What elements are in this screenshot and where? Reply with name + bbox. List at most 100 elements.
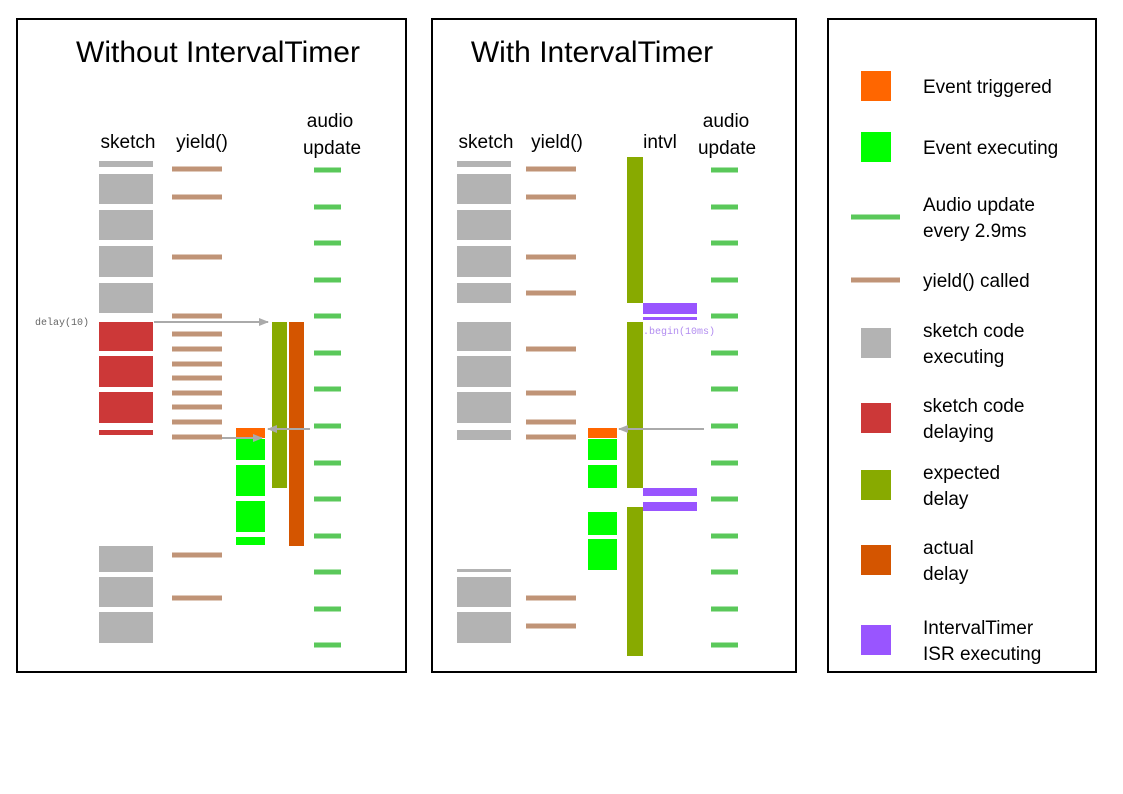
sketch-code-delaying-block (99, 430, 153, 435)
panel-without-intervaltimer: Without IntervalTimer sketch yield() aud… (16, 18, 407, 673)
legend-item-event-executing: Event executing (861, 132, 1058, 162)
audio-update-timeline (711, 167, 738, 648)
legend-label: IntervalTimer (923, 618, 1034, 639)
isr-executing-mark (643, 488, 697, 496)
sketch-code-delaying-block (99, 392, 153, 423)
event-executing-block (588, 539, 617, 570)
event-executing-blocks (588, 439, 617, 570)
event-executing-block (588, 439, 617, 460)
sketch-code-executing-block (99, 210, 153, 240)
sketch-code-executing-block (457, 210, 511, 240)
legend-label: sketch code (923, 396, 1024, 417)
audio-update-timeline (314, 167, 341, 648)
legend-label: every 2.9ms (923, 221, 1026, 242)
audio-column-header-line1: audio (307, 111, 354, 132)
sketch-column-header: sketch (101, 132, 156, 153)
legend-item-sketch-executing: sketch code executing (861, 321, 1024, 368)
legend-label: executing (923, 347, 1004, 368)
legend-label: delaying (923, 422, 994, 443)
sketch-code-executing-block (99, 174, 153, 204)
legend-item-actual-delay: actual delay (861, 538, 974, 585)
sketch-timeline (457, 161, 511, 643)
delay-call-label: delay(10) (35, 317, 89, 329)
intvl-expected-delay-timeline (627, 157, 643, 656)
actual-delay-bar (289, 322, 304, 546)
panel-with-title: With IntervalTimer (471, 36, 713, 69)
expected-delay-bar (627, 322, 643, 488)
legend-swatch (861, 545, 891, 575)
event-executing-block (236, 537, 265, 545)
sketch-column-header: sketch (459, 132, 514, 153)
event-executing-block (236, 501, 265, 532)
isr-executing-mark (643, 502, 697, 511)
legend-item-event-triggered: Event triggered (861, 71, 1052, 101)
panel-with-frame (431, 18, 797, 673)
audio-column-header-line2: update (698, 138, 756, 159)
legend-label: expected (923, 463, 1000, 484)
legend-label: Event executing (923, 138, 1058, 159)
legend-swatch (861, 328, 891, 358)
sketch-code-executing-block (99, 283, 153, 313)
intvl-column-header: intvl (643, 132, 677, 153)
legend-label: yield() called (923, 271, 1030, 292)
legend-label: delay (923, 564, 969, 585)
event-executing-block (588, 465, 617, 488)
sketch-code-executing-block (99, 546, 153, 572)
sketch-code-executing-block (457, 246, 511, 277)
event-executing-block (236, 439, 265, 460)
panel-without-title: Without IntervalTimer (76, 36, 360, 69)
legend-label: actual (923, 538, 974, 559)
event-executing-blocks (236, 439, 265, 545)
sketch-code-executing-block (457, 283, 511, 303)
sketch-code-executing-block (99, 246, 153, 277)
legend-item-expected-delay: expected delay (861, 463, 1000, 510)
sketch-code-executing-block (99, 612, 153, 643)
legend-label: Audio update (923, 195, 1035, 216)
legend-swatch (861, 132, 891, 162)
sketch-code-executing-block (457, 161, 511, 167)
begin-call-label: .begin(10ms) (643, 326, 715, 338)
event-triggered-block (588, 428, 617, 438)
legend-item-audio-update: Audio update every 2.9ms (851, 195, 1035, 242)
legend-item-isr-executing: IntervalTimer ISR executing (861, 618, 1041, 665)
sketch-code-executing-block (457, 569, 511, 572)
panel-without-frame (16, 18, 407, 673)
event-triggered-block (236, 428, 265, 438)
audio-column-header-line1: audio (703, 111, 750, 132)
isr-executing-marks (643, 303, 697, 511)
legend: Event triggered Event executing Audio upda… (827, 18, 1097, 673)
sketch-code-executing-block (457, 174, 511, 204)
legend-label: sketch code (923, 321, 1024, 342)
audio-column-header-line2: update (303, 138, 361, 159)
sketch-code-executing-block (457, 430, 511, 440)
isr-executing-mark (643, 303, 697, 314)
legend-swatch (861, 625, 891, 655)
legend-swatch (861, 470, 891, 500)
legend-label: Event triggered (923, 77, 1052, 98)
legend-swatch (861, 71, 891, 101)
legend-label: ISR executing (923, 644, 1041, 665)
isr-executing-mark (643, 317, 697, 320)
sketch-code-executing-block (457, 356, 511, 387)
yield-timeline (172, 166, 222, 601)
event-executing-block (588, 512, 617, 535)
event-executing-block (236, 465, 265, 496)
sketch-code-delaying-block (99, 322, 153, 351)
yield-column-header: yield() (176, 132, 228, 153)
sketch-code-executing-block (457, 577, 511, 607)
legend-item-yield-called: yield() called (851, 271, 1030, 292)
sketch-timeline (99, 161, 153, 643)
sketch-code-executing-block (457, 322, 511, 351)
legend-swatch (861, 403, 891, 433)
sketch-code-executing-block (457, 612, 511, 643)
yield-timeline (526, 166, 576, 629)
legend-item-sketch-delaying: sketch code delaying (861, 396, 1024, 443)
expected-delay-bar (627, 507, 643, 656)
legend-label: delay (923, 489, 969, 510)
yield-column-header: yield() (531, 132, 583, 153)
sketch-code-executing-block (99, 577, 153, 607)
sketch-code-executing-block (457, 392, 511, 423)
sketch-code-delaying-block (99, 356, 153, 387)
legend-frame (827, 18, 1097, 673)
